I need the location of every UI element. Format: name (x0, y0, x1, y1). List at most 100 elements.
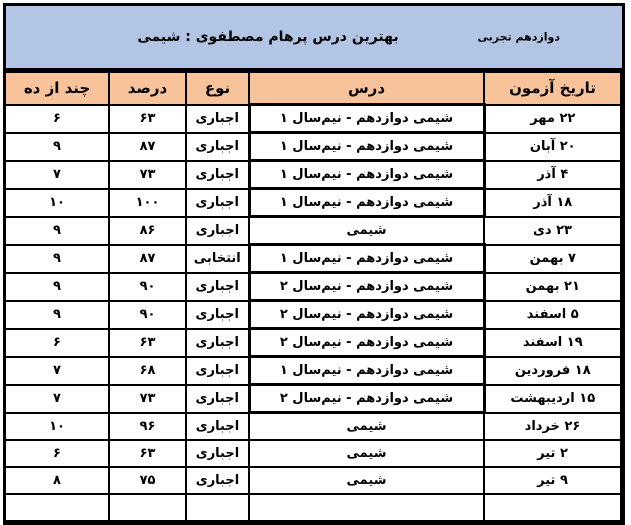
cell-lesson: شیمی (248, 466, 485, 495)
header-type: نوع (185, 71, 250, 106)
cell-percent: ۷۵ (108, 466, 187, 495)
cell-lesson: شیمی دوازدهم - نیم‌سال ۲ (247, 383, 486, 414)
cell-date: ۲۱ بهمن (483, 271, 622, 302)
cell-date: ۹ تیر (483, 466, 622, 495)
cell-out-of-ten: ۷ (4, 383, 110, 414)
table-row: ۱۸ آذر شیمی دوازدهم - نیم‌سال ۱ اجباری ۱۰۰ ۱… (4, 187, 622, 218)
table-row: ۱۵ اردیبهشت شیمی دوازدهم - نیم‌سال ۲ اجبار… (4, 383, 622, 414)
table-row: ۲۰ آبان شیمی دوازدهم - نیم‌سال ۱ اجباری ۸۷ ۹ (4, 131, 622, 162)
cell-out-of-ten: ۱۰ (4, 411, 110, 441)
grade-label: دوازدهم تجربی (477, 30, 560, 44)
cell-percent: ۷۳ (108, 383, 187, 414)
exam-results-table: تاریخ آزمون درس نوع درصد چند از ده ۲۲ مه… (4, 71, 622, 522)
cell-lesson: شیمی دوازدهم - نیم‌سال ۱ (247, 159, 486, 190)
cell-date: ۱۹ اسفند (483, 327, 622, 358)
cell-percent: ۸۷ (108, 131, 187, 162)
table-row: ۵ اسفند شیمی دوازدهم - نیم‌سال ۲ اجباری ۹۰ ۹ (4, 299, 622, 330)
cell-lesson: شیمی دوازدهم - نیم‌سال ۱ (247, 355, 486, 386)
table-row: ۲ تیر شیمی اجباری ۶۳ ۶ (4, 439, 622, 468)
table-row (4, 493, 622, 522)
cell-percent: ۹۶ (108, 411, 187, 441)
cell-percent: ۹۰ (108, 299, 187, 330)
table-row: ۱۹ اسفند شیمی دوازدهم - نیم‌سال ۲ اجباری ۶۳… (4, 327, 622, 358)
cell-type: اجباری (185, 327, 250, 358)
cell-out-of-ten: ۹ (4, 243, 110, 274)
cell-type: اجباری (185, 159, 250, 190)
cell-date: ۱۸ آذر (483, 187, 622, 218)
header-out-of-ten: چند از ده (4, 71, 110, 106)
table-row: ۲۲ مهر شیمی دوازدهم - نیم‌سال ۱ اجباری ۶۳ ۶ (4, 103, 622, 134)
cell-percent: ۶۳ (108, 439, 187, 468)
cell-out-of-ten: ۱۰ (4, 187, 110, 218)
cell-lesson: شیمی دوازدهم - نیم‌سال ۲ (247, 271, 486, 302)
cell-lesson: شیمی (248, 215, 485, 246)
cell-type: انتخابی (185, 243, 250, 274)
cell-percent: ۱۰۰ (108, 187, 187, 218)
report-banner: بهترین درس پرهام مصطفوی : شیمی دوازدهم ت… (6, 6, 622, 71)
cell-type: اجباری (185, 299, 250, 330)
cell-lesson: شیمی دوازدهم - نیم‌سال ۱ (247, 243, 486, 274)
cell-out-of-ten: ۷ (4, 355, 110, 386)
cell-date: ۲۶ خرداد (483, 411, 622, 441)
cell-out-of-ten: ۹ (4, 271, 110, 302)
cell-type: اجباری (185, 439, 250, 468)
cell-date (483, 493, 622, 522)
table-row: ۲۳ دی شیمی اجباری ۸۶ ۹ (4, 215, 622, 246)
table-row: ۹ تیر شیمی اجباری ۷۵ ۸ (4, 466, 622, 495)
cell-type (185, 493, 250, 522)
cell-out-of-ten (4, 493, 110, 522)
header-percent: درصد (108, 71, 187, 106)
cell-date: ۱۸ فروردین (483, 355, 622, 386)
cell-lesson: شیمی دوازدهم - نیم‌سال ۱ (247, 103, 486, 134)
cell-type: اجباری (185, 271, 250, 302)
cell-percent: ۹۰ (108, 271, 187, 302)
cell-type: اجباری (185, 131, 250, 162)
cell-type: اجباری (185, 187, 250, 218)
table-row: ۷ بهمن شیمی دوازدهم - نیم‌سال ۱ انتخابی ۸۷ ۹ (4, 243, 622, 274)
cell-percent: ۶۸ (108, 355, 187, 386)
cell-date: ۲ تیر (483, 439, 622, 468)
cell-percent: ۸۶ (108, 215, 187, 246)
header-lesson: درس (248, 71, 485, 106)
report-frame: بهترین درس پرهام مصطفوی : شیمی دوازدهم ت… (3, 3, 625, 525)
cell-lesson: شیمی (248, 411, 485, 441)
cell-out-of-ten: ۷ (4, 159, 110, 190)
table-row: ۲۶ خرداد شیمی اجباری ۹۶ ۱۰ (4, 411, 622, 441)
table-row: ۱۸ فروردین شیمی دوازدهم - نیم‌سال ۱ اجباری… (4, 355, 622, 386)
cell-type: اجباری (185, 103, 250, 134)
cell-lesson (248, 493, 485, 522)
cell-lesson: شیمی دوازدهم - نیم‌سال ۱ (247, 131, 486, 162)
cell-type: اجباری (185, 411, 250, 441)
cell-out-of-ten: ۶ (4, 439, 110, 468)
cell-type: اجباری (185, 355, 250, 386)
cell-lesson: شیمی دوازدهم - نیم‌سال ۱ (247, 187, 486, 218)
cell-out-of-ten: ۹ (4, 215, 110, 246)
cell-out-of-ten: ۶ (4, 103, 110, 134)
cell-out-of-ten: ۹ (4, 131, 110, 162)
cell-type: اجباری (185, 383, 250, 414)
cell-lesson: شیمی دوازدهم - نیم‌سال ۲ (247, 327, 486, 358)
header-exam-date: تاریخ آزمون (483, 71, 622, 106)
cell-date: ۴ آذر (483, 159, 622, 190)
cell-date: ۲۳ دی (483, 215, 622, 246)
cell-percent: ۷۳ (108, 159, 187, 190)
cell-out-of-ten: ۸ (4, 466, 110, 495)
cell-percent (108, 493, 187, 522)
cell-date: ۷ بهمن (483, 243, 622, 274)
cell-date: ۱۵ اردیبهشت (483, 383, 622, 414)
cell-date: ۵ اسفند (483, 299, 622, 330)
table-header-row: تاریخ آزمون درس نوع درصد چند از ده (4, 71, 622, 106)
cell-date: ۲۰ آبان (483, 131, 622, 162)
cell-percent: ۶۳ (108, 327, 187, 358)
cell-percent: ۸۷ (108, 243, 187, 274)
cell-percent: ۶۳ (108, 103, 187, 134)
cell-lesson: شیمی دوازدهم - نیم‌سال ۲ (247, 299, 486, 330)
cell-lesson: شیمی (248, 439, 485, 468)
cell-type: اجباری (185, 215, 250, 246)
exam-report-page: { "banner": { "title": "بهترین درس پرهام… (3, 3, 625, 525)
cell-out-of-ten: ۹ (4, 299, 110, 330)
cell-type: اجباری (185, 466, 250, 495)
table-row: ۲۱ بهمن شیمی دوازدهم - نیم‌سال ۲ اجباری ۹۰ ۹ (4, 271, 622, 302)
page-title: بهترین درس پرهام مصطفوی : شیمی (137, 29, 399, 45)
cell-out-of-ten: ۶ (4, 327, 110, 358)
